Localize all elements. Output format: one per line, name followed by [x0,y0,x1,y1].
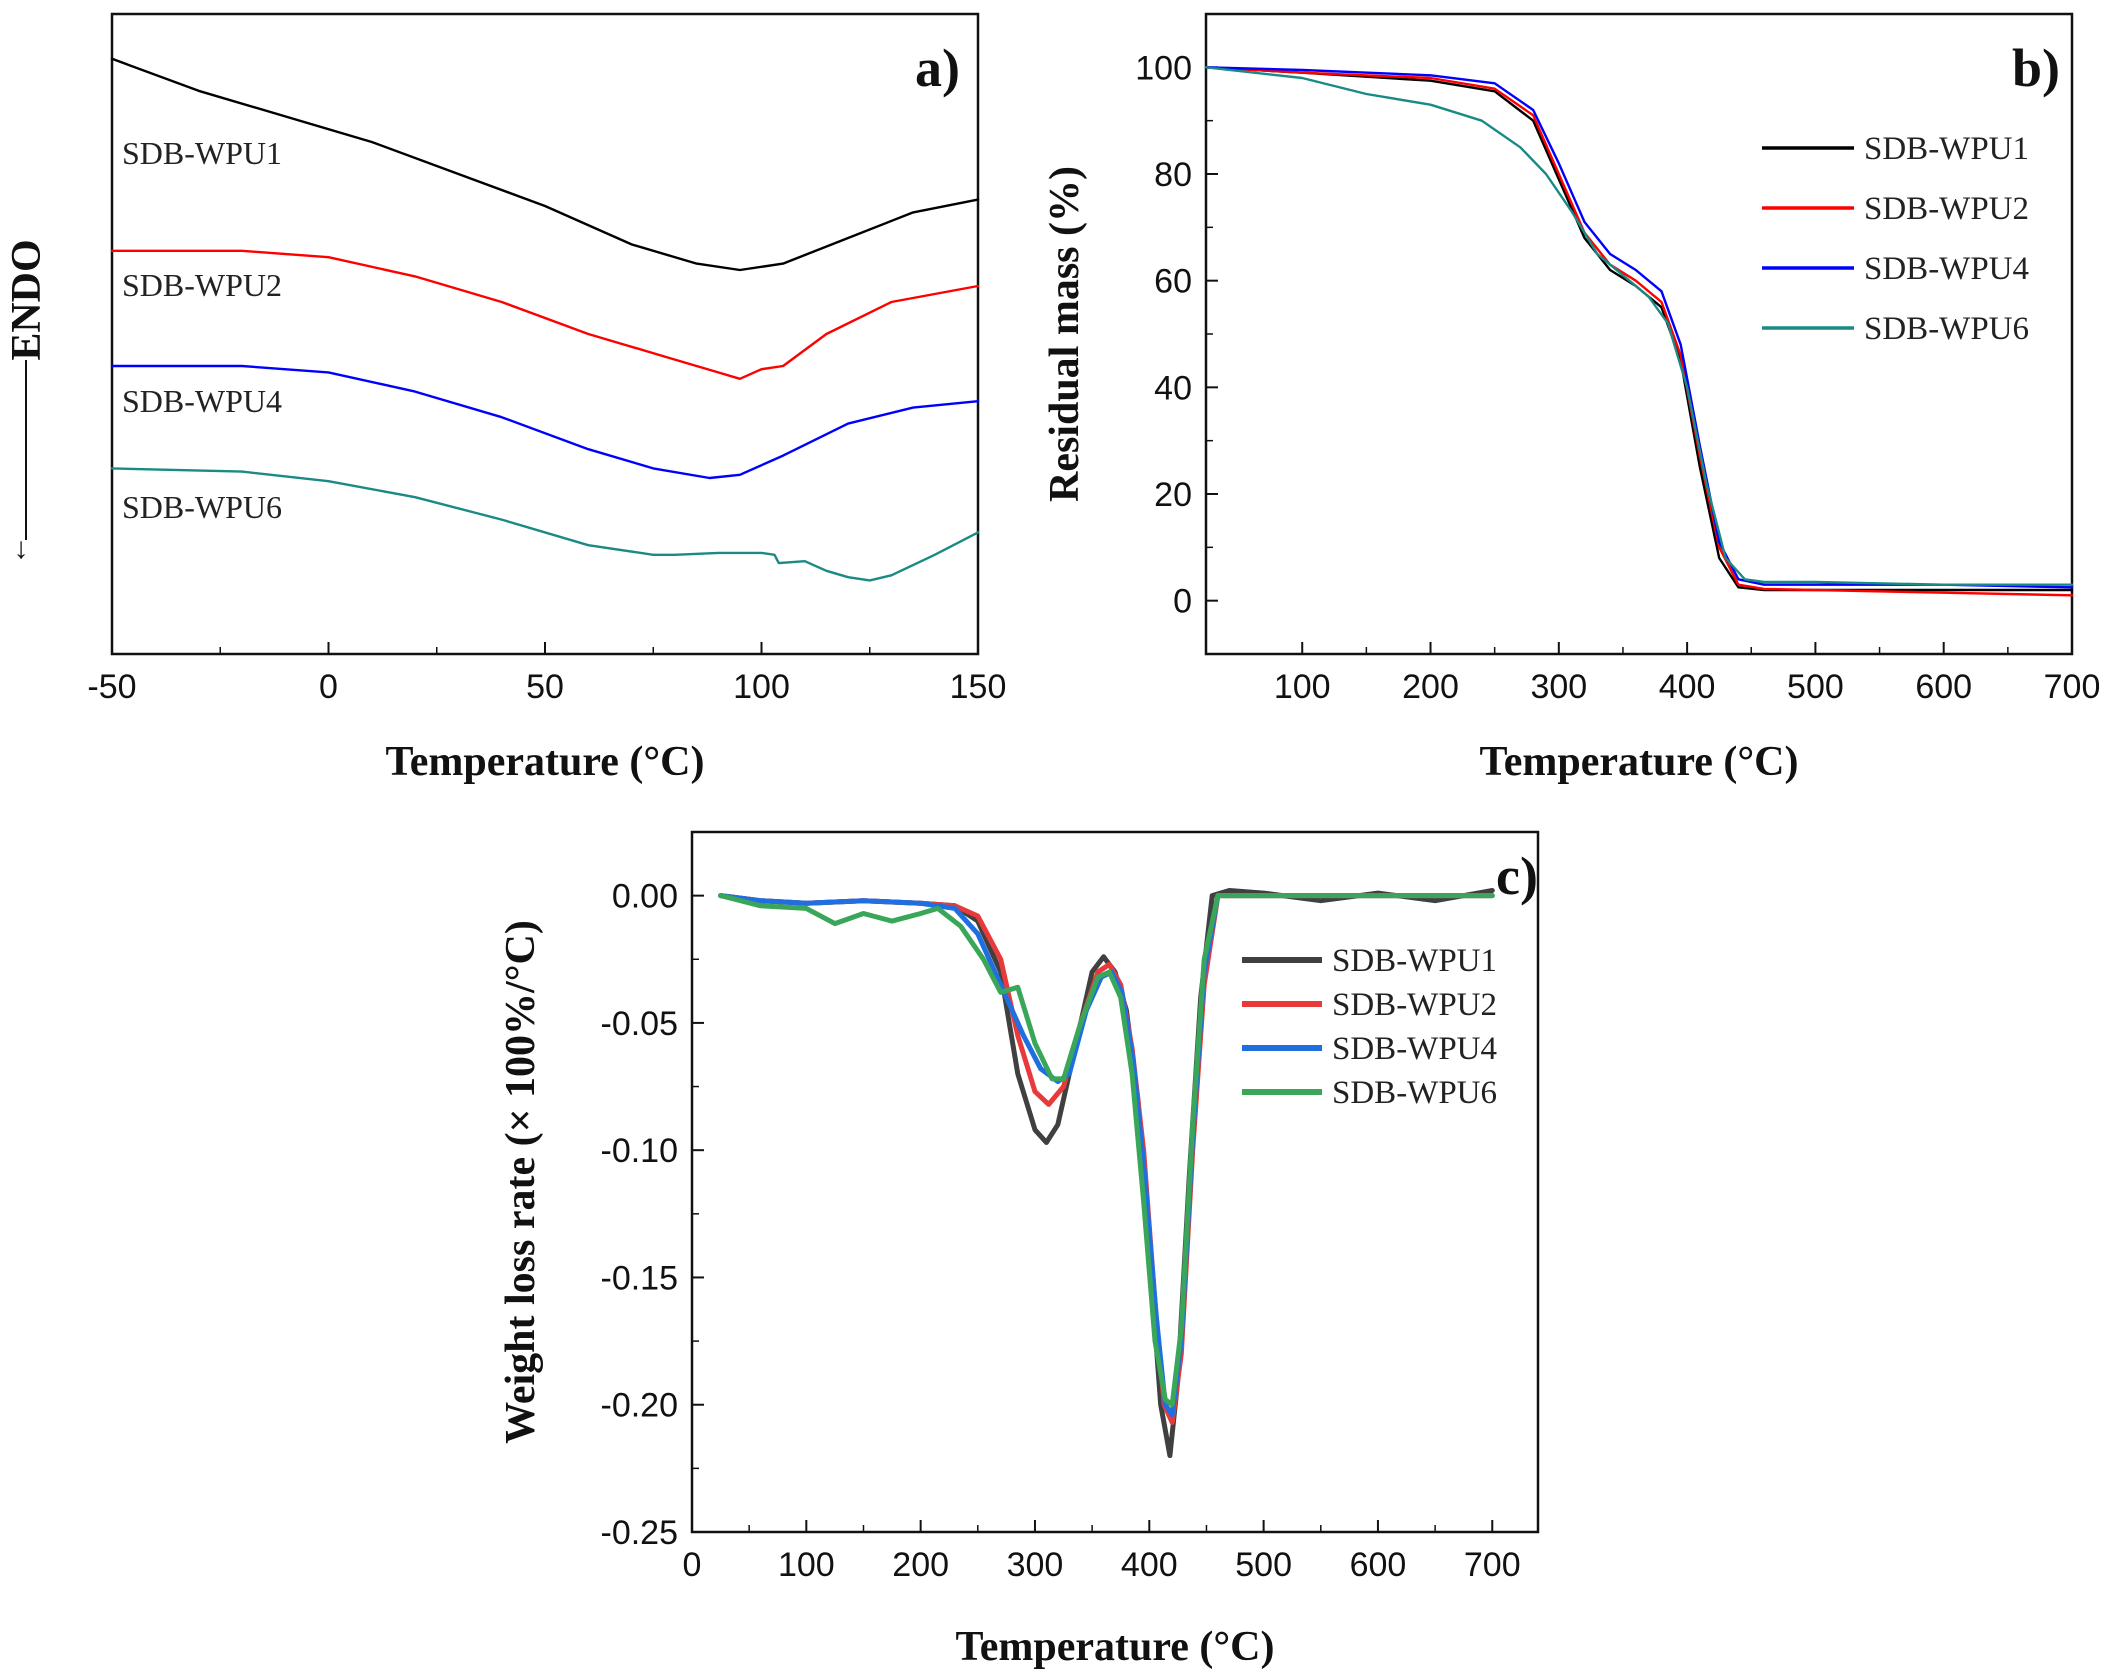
curve-label: SDB-WPU1 [122,135,282,171]
plot-frame [110,12,980,656]
curve-label: SDB-WPU4 [122,383,282,419]
y-tick-label: 40 [1154,369,1192,407]
x-tick-label: 0 [683,1546,702,1584]
legend-label: SDB-WPU2 [1864,191,2029,227]
legend-label: SDB-WPU4 [1332,1031,1497,1067]
y-tick-label: -0.10 [601,1132,679,1170]
x-tick-label: 100 [778,1546,835,1584]
curve-label: SDB-WPU2 [122,267,282,303]
x-tick-label: 300 [1530,668,1587,706]
y-axis-title: Weight loss rate (× 100%/°C) [498,920,544,1444]
x-tick-label: -50 [87,668,136,706]
y-tick-label: 100 [1135,49,1192,87]
series-line-sdb-wpu2 [1204,66,2074,597]
y-tick-label: -0.15 [601,1259,679,1297]
legend: SDB-WPU1 SDB-WPU2 SDB-WPU4 SDB-WPU6 [1242,943,1497,1111]
panel-label: c) [1496,846,1538,906]
x-tick-label: 400 [1121,1546,1178,1584]
x-tick-label: 0 [319,668,338,706]
x-tick-label: 100 [1274,668,1331,706]
x-axis-title: Temperature (°C) [1480,739,1799,785]
series-line-sdb-wpu1 [110,57,980,272]
panel-c: 0 100 200 300 400 500 600 700 0.00 -0.05 -0.10 -0.1… [498,830,1540,1670]
series-line-sdb-wpu6 [718,893,1495,1408]
legend-label: SDB-WPU1 [1864,131,2029,167]
y-tick-label: 20 [1154,476,1192,514]
legend: SDB-WPU1 SDB-WPU2 SDB-WPU4 SDB-WPU6 [1762,131,2029,347]
endo-arrow-icon: ← [0,535,33,565]
x-tick-label: 600 [1350,1546,1407,1584]
y-tick-label: 0 [1173,583,1192,621]
series-line-sdb-wpu6 [110,467,980,582]
y-tick-label: 60 [1154,263,1192,301]
x-tick-label: 200 [892,1546,949,1584]
legend-label: SDB-WPU2 [1332,987,1497,1023]
y-tick-label: -0.05 [601,1005,679,1043]
series-line-sdb-wpu2 [110,249,980,380]
legend-label: SDB-WPU1 [1332,943,1497,979]
panel-label: b) [2012,38,2060,98]
y-tick-label: -0.20 [601,1387,679,1425]
y-axis-title: Residual mass (%) [1042,166,1088,502]
y-tick-label: -0.25 [601,1514,679,1552]
x-tick-label: 300 [1007,1546,1064,1584]
y-axis-title: ENDO [4,239,50,360]
x-tick-label: 150 [950,668,1007,706]
panel-b: 100 200 300 400 500 600 700 0 20 40 60 80 100 Tempera… [1042,12,2101,785]
legend-label: SDB-WPU6 [1332,1075,1497,1111]
series-line-sdb-wpu6 [1204,66,2074,586]
curve-label: SDB-WPU6 [122,489,282,525]
panel-a: -50 0 50 100 150 Temperature (°C) a) ENDO ← SDB-W… [0,12,1007,785]
x-axis-title: Temperature (°C) [386,739,705,785]
legend-label: SDB-WPU4 [1864,251,2029,287]
x-tick-label: 50 [526,668,564,706]
x-axis-title: Temperature (°C) [956,1624,1275,1670]
plot-frame [690,830,1540,1534]
x-tick-label: 600 [1915,668,1972,706]
x-tick-label: 100 [733,668,790,706]
y-tick-label: 80 [1154,156,1192,194]
x-tick-label: 500 [1787,668,1844,706]
y-tick-label: 0.00 [612,878,678,916]
x-tick-label: 200 [1402,668,1459,706]
series-line-sdb-wpu4 [1204,66,2074,589]
x-tick-label: 700 [1464,1546,1521,1584]
x-tick-label: 500 [1235,1546,1292,1584]
x-tick-label: 700 [2044,668,2101,706]
panel-label: a) [915,38,960,98]
legend-label: SDB-WPU6 [1864,311,2029,347]
series-line-sdb-wpu4 [110,364,980,480]
x-tick-label: 400 [1659,668,1716,706]
